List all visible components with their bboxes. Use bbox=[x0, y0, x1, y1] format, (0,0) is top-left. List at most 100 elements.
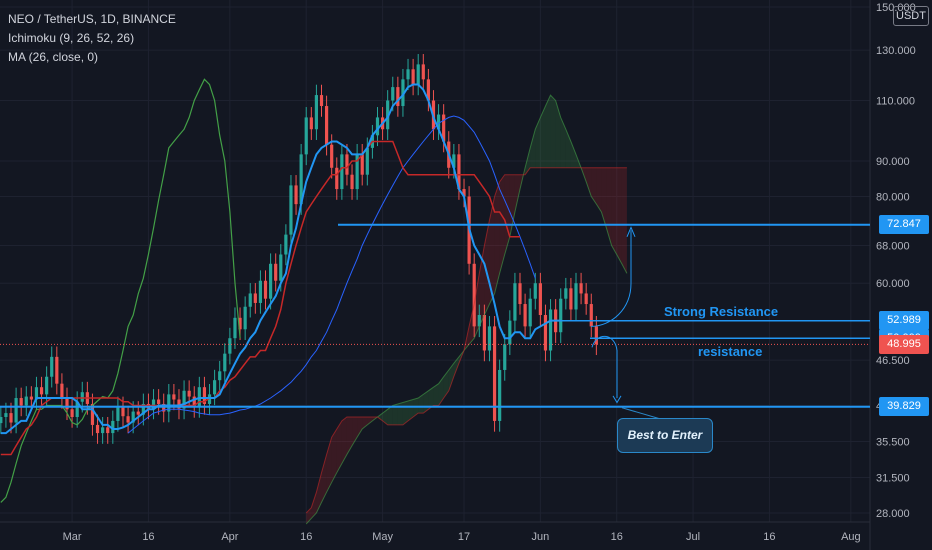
cloud-segment bbox=[377, 413, 383, 421]
currency-button[interactable]: USDT bbox=[893, 6, 929, 26]
candle-body bbox=[569, 288, 573, 310]
candle-body bbox=[39, 387, 44, 395]
candle-body bbox=[401, 79, 405, 107]
candle-body bbox=[258, 280, 263, 303]
annotation-arrows bbox=[590, 226, 665, 421]
candle-body bbox=[472, 263, 476, 327]
candle bbox=[401, 68, 405, 117]
resistance-label: resistance bbox=[698, 344, 763, 359]
cloud-segment bbox=[362, 416, 368, 429]
cloud-segment bbox=[382, 409, 388, 425]
cloud-segment bbox=[596, 167, 602, 212]
callout-connector bbox=[621, 407, 665, 421]
candle-body bbox=[24, 396, 28, 406]
candle bbox=[508, 310, 512, 356]
cloud-segment bbox=[331, 428, 337, 483]
cloud-segment bbox=[555, 100, 561, 168]
cloud-segment bbox=[408, 399, 414, 421]
y-tick-label: 80.000 bbox=[876, 192, 910, 204]
candle bbox=[436, 104, 441, 140]
cloud-segment bbox=[336, 420, 342, 473]
cloud-segment bbox=[550, 95, 556, 168]
candle bbox=[513, 272, 517, 332]
candle-body bbox=[269, 263, 273, 299]
candle bbox=[548, 299, 553, 362]
candle bbox=[274, 253, 278, 292]
cloud-segment bbox=[489, 196, 495, 305]
candle-body bbox=[172, 394, 176, 400]
price-axis[interactable]: 28.00031.50035.50040.00046.50060.00068.0… bbox=[876, 2, 916, 520]
candle-body bbox=[543, 314, 548, 351]
candle bbox=[263, 270, 268, 310]
candle-body bbox=[90, 403, 95, 425]
candle bbox=[340, 144, 344, 200]
candle-body bbox=[187, 390, 191, 397]
candle-body bbox=[243, 306, 247, 330]
candle bbox=[569, 277, 573, 321]
candle-body bbox=[34, 387, 39, 400]
price-tag: 72.847 bbox=[879, 215, 929, 235]
arrow-down-path bbox=[591, 335, 618, 399]
candle-body bbox=[299, 154, 303, 205]
candle-body bbox=[0, 416, 3, 424]
cloud-segment bbox=[484, 220, 490, 315]
candle bbox=[233, 307, 237, 349]
candle-body bbox=[131, 411, 135, 423]
cloud-segment bbox=[341, 416, 347, 464]
candle-body bbox=[106, 427, 110, 434]
candle bbox=[213, 369, 217, 406]
cloud-segment bbox=[601, 167, 607, 229]
candle bbox=[126, 405, 130, 434]
candle bbox=[360, 144, 364, 186]
candle bbox=[396, 76, 400, 117]
candle-body bbox=[452, 154, 456, 168]
y-tick-label: 130.000 bbox=[876, 45, 916, 57]
candle-body bbox=[238, 317, 242, 330]
candle bbox=[574, 272, 578, 321]
cloud-segment bbox=[433, 383, 439, 406]
y-tick-label: 31.500 bbox=[876, 472, 910, 484]
candle bbox=[167, 384, 171, 423]
candle bbox=[24, 386, 28, 417]
x-tick-label: Aug bbox=[841, 531, 861, 543]
y-tick-label: 110.000 bbox=[876, 96, 915, 108]
candle-body bbox=[223, 353, 227, 372]
candle-body bbox=[426, 79, 430, 101]
candle-body bbox=[248, 293, 252, 307]
x-tick-label: 16 bbox=[763, 531, 775, 543]
cloud-segment bbox=[560, 117, 566, 168]
candle bbox=[111, 410, 115, 444]
candle-body bbox=[294, 185, 298, 205]
candle-body bbox=[386, 100, 390, 130]
lagging-span-line bbox=[0, 78, 241, 503]
candle-body bbox=[19, 398, 23, 406]
cloud-segment bbox=[591, 167, 597, 205]
candle-body bbox=[65, 398, 69, 410]
best-to-enter-callout: Best to Enter bbox=[617, 418, 713, 453]
cloud-segment bbox=[346, 416, 353, 455]
candle-body bbox=[218, 371, 222, 381]
candle-body bbox=[80, 392, 84, 402]
candle-body bbox=[564, 288, 568, 299]
candle bbox=[269, 253, 273, 310]
candle-body bbox=[340, 154, 344, 190]
candle-body bbox=[126, 416, 130, 423]
time-axis[interactable]: Mar 16 Apr 16 May 17 Jun 16 Jul 16 Aug bbox=[63, 531, 861, 543]
candle-body bbox=[45, 376, 49, 395]
candle-body bbox=[177, 399, 181, 409]
candle bbox=[289, 175, 293, 246]
candle-body bbox=[523, 304, 527, 327]
candle bbox=[518, 272, 522, 315]
candle-body bbox=[421, 64, 425, 80]
candle bbox=[65, 387, 69, 421]
ichimoku-legend[interactable]: Ichimoku (9, 26, 52, 26) bbox=[8, 31, 135, 45]
candle bbox=[45, 366, 49, 406]
candle-body bbox=[167, 394, 171, 412]
candle-body bbox=[528, 298, 532, 327]
ma-legend[interactable]: MA (26, close, 0) bbox=[8, 50, 99, 64]
symbol-title[interactable]: NEO / TetherUS, 1D, BINANCE bbox=[8, 12, 176, 26]
candle bbox=[503, 333, 507, 381]
x-tick-label: May bbox=[372, 531, 393, 543]
candle bbox=[538, 272, 542, 326]
